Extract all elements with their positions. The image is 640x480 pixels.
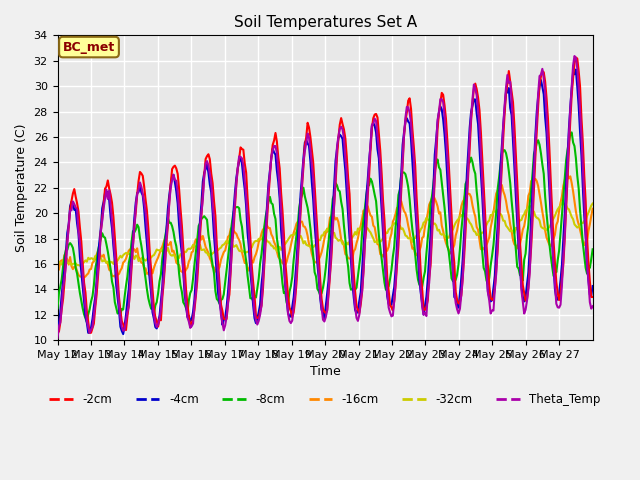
-32cm xyxy=(516,217,524,223)
-16cm xyxy=(54,268,61,274)
X-axis label: Time: Time xyxy=(310,365,340,378)
Theta_Temp xyxy=(435,109,443,115)
Theta_Temp xyxy=(589,303,596,309)
-32cm xyxy=(588,203,595,208)
Line: Theta_Temp: Theta_Temp xyxy=(58,56,593,338)
Theta_Temp xyxy=(515,234,522,240)
Line: -8cm: -8cm xyxy=(58,132,593,322)
-32cm xyxy=(76,263,84,268)
-4cm xyxy=(119,331,127,337)
-16cm xyxy=(563,171,570,177)
-4cm xyxy=(572,67,580,72)
-2cm xyxy=(436,100,444,106)
-2cm xyxy=(86,330,93,336)
-8cm xyxy=(589,246,596,252)
-8cm xyxy=(588,256,595,262)
-2cm xyxy=(72,194,79,200)
-16cm xyxy=(589,206,596,212)
-2cm xyxy=(589,294,596,300)
-4cm xyxy=(330,182,338,188)
Theta_Temp xyxy=(571,53,579,59)
-8cm xyxy=(83,319,91,325)
-16cm xyxy=(588,213,595,219)
Theta_Temp xyxy=(329,222,337,228)
-32cm xyxy=(72,261,79,266)
-4cm xyxy=(436,104,444,109)
Legend: -2cm, -4cm, -8cm, -16cm, -32cm, Theta_Temp: -2cm, -4cm, -8cm, -16cm, -32cm, Theta_Te… xyxy=(45,388,605,410)
Line: -4cm: -4cm xyxy=(58,70,593,334)
-8cm xyxy=(72,265,79,271)
-8cm xyxy=(330,192,338,198)
Title: Soil Temperatures Set A: Soil Temperatures Set A xyxy=(234,15,417,30)
-16cm xyxy=(113,276,120,282)
-16cm xyxy=(436,209,444,215)
Theta_Temp xyxy=(54,335,61,341)
-2cm xyxy=(572,55,580,60)
-32cm xyxy=(330,230,338,236)
-4cm xyxy=(54,330,61,336)
-2cm xyxy=(90,321,98,326)
Theta_Temp xyxy=(586,300,594,305)
-32cm xyxy=(558,199,566,205)
-2cm xyxy=(54,330,61,336)
-16cm xyxy=(516,241,524,247)
-16cm xyxy=(72,264,79,270)
Y-axis label: Soil Temperature (C): Soil Temperature (C) xyxy=(15,123,28,252)
Line: -2cm: -2cm xyxy=(58,58,593,333)
-8cm xyxy=(568,130,575,135)
-2cm xyxy=(588,294,595,300)
-8cm xyxy=(90,282,98,288)
-4cm xyxy=(72,206,79,212)
Theta_Temp xyxy=(88,324,96,330)
Theta_Temp xyxy=(72,204,79,210)
-32cm xyxy=(589,201,596,206)
-4cm xyxy=(516,264,524,270)
-2cm xyxy=(330,202,338,208)
-8cm xyxy=(54,305,61,311)
Text: BC_met: BC_met xyxy=(63,41,115,54)
-32cm xyxy=(436,231,444,237)
-8cm xyxy=(436,167,444,173)
Line: -16cm: -16cm xyxy=(58,174,593,279)
-32cm xyxy=(90,257,98,263)
-16cm xyxy=(88,260,96,265)
Line: -32cm: -32cm xyxy=(58,202,593,265)
-32cm xyxy=(54,258,61,264)
-4cm xyxy=(88,316,96,322)
-4cm xyxy=(588,293,595,299)
-16cm xyxy=(330,214,338,219)
-4cm xyxy=(589,283,596,289)
-8cm xyxy=(516,272,524,278)
-2cm xyxy=(516,240,524,246)
